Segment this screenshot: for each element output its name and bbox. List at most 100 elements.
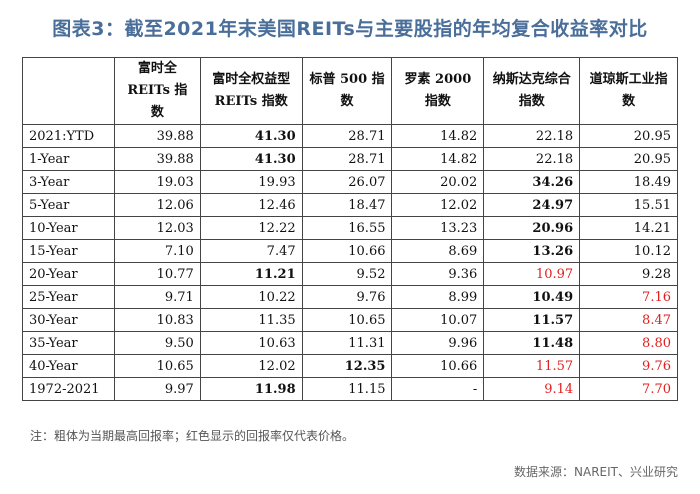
row-label: 1-Year — [22, 147, 115, 171]
header-corner — [22, 57, 115, 125]
table-cell: 11.48 — [483, 331, 581, 355]
table-body: 2021:YTD 39.88 41.30 28.71 14.82 22.18 20.95 1-… — [22, 124, 678, 401]
row-label: 3-Year — [22, 170, 115, 194]
table-cell: 28.71 — [301, 147, 393, 171]
table-cell: 7.10 — [113, 239, 201, 263]
table-cell: 12.22 — [199, 216, 303, 240]
table-cell: 10.66 — [301, 239, 393, 263]
table-cell: 11.21 — [199, 262, 303, 286]
table-cell: 26.07 — [301, 170, 393, 194]
data-source: 数据来源：NAREIT、兴业研究 — [514, 465, 678, 479]
table-cell: 9.36 — [391, 262, 485, 286]
row-label: 10-Year — [22, 216, 115, 240]
table-row: 5-Year 12.06 12.46 18.47 12.02 24.97 15.51 — [22, 193, 678, 217]
footnote: 注：粗体为当期最高回报率；红色显示的回报率仅代表价格。 — [30, 429, 355, 443]
column-header: 标普 500 指数 — [301, 57, 393, 125]
column-header: 罗素 2000 指数 — [391, 57, 485, 125]
table-cell: 39.88 — [113, 147, 201, 171]
table-cell: 9.96 — [391, 331, 485, 355]
row-label: 35-Year — [22, 331, 115, 355]
table-cell: 12.02 — [391, 193, 485, 217]
table-cell: 11.98 — [199, 377, 303, 401]
row-label: 40-Year — [22, 354, 115, 378]
table-cell: 9.50 — [113, 331, 201, 355]
table-cell: 12.03 — [113, 216, 201, 240]
row-label: 30-Year — [22, 308, 115, 332]
table-cell: 12.06 — [113, 193, 201, 217]
row-label: 1972-2021 — [22, 377, 115, 401]
column-header: 富时全 REITs 指数 — [113, 57, 201, 125]
table-cell: 11.35 — [199, 308, 303, 332]
table-cell: 20.95 — [579, 147, 678, 171]
table-cell: 8.80 — [579, 331, 678, 355]
column-header: 富时全权益型 REITs 指数 — [199, 57, 303, 125]
table-cell: 9.76 — [301, 285, 393, 309]
header-row: 富时全 REITs 指数 富时全权益型 REITs 指数 标普 500 指数 罗素 2… — [22, 57, 678, 125]
table-cell: 13.23 — [391, 216, 485, 240]
table-cell: 22.18 — [483, 147, 581, 171]
table-cell: 10.77 — [113, 262, 201, 286]
table-cell: 9.76 — [579, 354, 678, 378]
table-cell: 22.18 — [483, 124, 581, 148]
table-cell: 19.03 — [113, 170, 201, 194]
table-cell: 8.99 — [391, 285, 485, 309]
table-cell: 7.70 — [579, 377, 678, 401]
table-cell: 10.12 — [579, 239, 678, 263]
table-cell: 28.71 — [301, 124, 393, 148]
row-label: 2021:YTD — [22, 124, 115, 148]
table-cell: - — [391, 377, 485, 401]
row-label: 5-Year — [22, 193, 115, 217]
table-cell: 10.83 — [113, 308, 201, 332]
table-cell: 8.69 — [391, 239, 485, 263]
table-cell: 41.30 — [199, 124, 303, 148]
column-header: 纳斯达克综合指数 — [483, 57, 581, 125]
table-cell: 41.30 — [199, 147, 303, 171]
table-cell: 9.71 — [113, 285, 201, 309]
table-row: 10-Year 12.03 12.22 16.55 13.23 20.96 14.21 — [22, 216, 678, 240]
table-row: 3-Year 19.03 19.93 26.07 20.02 34.26 18.49 — [22, 170, 678, 194]
table-cell: 10.65 — [113, 354, 201, 378]
table-cell: 14.21 — [579, 216, 678, 240]
table-row: 30-Year 10.83 11.35 10.65 10.07 11.57 8.47 — [22, 308, 678, 332]
table-row: 1972-2021 9.97 11.98 11.15-9.14 7.70 — [22, 377, 678, 401]
table-cell: 10.97 — [483, 262, 581, 286]
row-label: 20-Year — [22, 262, 115, 286]
table-row: 40-Year 10.65 12.02 12.35 10.66 11.57 9.76 — [22, 354, 678, 378]
table-cell: 10.07 — [391, 308, 485, 332]
returns-table: 富时全 REITs 指数 富时全权益型 REITs 指数 标普 500 指数 罗素 2… — [22, 57, 678, 401]
row-label: 25-Year — [22, 285, 115, 309]
table-row: 2021:YTD 39.88 41.30 28.71 14.82 22.18 20.95 — [22, 124, 678, 148]
table-cell: 20.95 — [579, 124, 678, 148]
table-cell: 16.55 — [301, 216, 393, 240]
table-cell: 12.35 — [301, 354, 393, 378]
table-row: 35-Year 9.50 10.63 11.31 9.96 11.48 8.80 — [22, 331, 678, 355]
table-cell: 9.97 — [113, 377, 201, 401]
table-cell: 11.57 — [483, 354, 581, 378]
table-row: 15-Year 7.10 7.47 10.66 8.69 13.26 10.12 — [22, 239, 678, 263]
table-cell: 9.14 — [483, 377, 581, 401]
table-cell: 20.02 — [391, 170, 485, 194]
table-cell: 7.16 — [579, 285, 678, 309]
row-label: 15-Year — [22, 239, 115, 263]
table-row: 25-Year 9.71 10.22 9.76 8.99 10.49 7.16 — [22, 285, 678, 309]
table-row: 20-Year 10.77 11.21 9.52 9.36 10.97 9.28 — [22, 262, 678, 286]
table-row: 1-Year 39.88 41.30 28.71 14.82 22.18 20.95 — [22, 147, 678, 171]
table-cell: 15.51 — [579, 193, 678, 217]
table-cell: 11.57 — [483, 308, 581, 332]
table-cell: 11.31 — [301, 331, 393, 355]
table-cell: 10.22 — [199, 285, 303, 309]
table-cell: 13.26 — [483, 239, 581, 263]
table-cell: 24.97 — [483, 193, 581, 217]
table-cell: 12.46 — [199, 193, 303, 217]
table-cell: 10.66 — [391, 354, 485, 378]
table-cell: 9.28 — [579, 262, 678, 286]
table-cell: 10.63 — [199, 331, 303, 355]
table-cell: 20.96 — [483, 216, 581, 240]
table-cell: 34.26 — [483, 170, 581, 194]
table-cell: 11.15 — [301, 377, 393, 401]
table-cell: 8.47 — [579, 308, 678, 332]
table-cell: 39.88 — [113, 124, 201, 148]
table-cell: 14.82 — [391, 124, 485, 148]
table-cell: 18.47 — [301, 193, 393, 217]
table-cell: 14.82 — [391, 147, 485, 171]
